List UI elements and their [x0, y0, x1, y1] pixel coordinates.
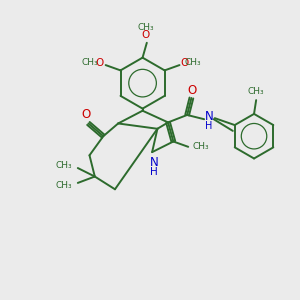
Text: H: H [205, 121, 212, 130]
Text: CH₃: CH₃ [193, 142, 209, 151]
Text: CH₃: CH₃ [185, 58, 202, 68]
Text: CH₃: CH₃ [56, 161, 72, 170]
Text: H: H [150, 167, 158, 177]
Text: CH₃: CH₃ [56, 181, 72, 190]
Text: CH₃: CH₃ [137, 23, 154, 32]
Text: N: N [150, 156, 159, 169]
Text: CH₃: CH₃ [248, 87, 265, 96]
Text: CH₃: CH₃ [81, 58, 98, 68]
Text: O: O [82, 109, 91, 122]
Text: O: O [181, 58, 189, 68]
Text: O: O [142, 30, 150, 40]
Text: O: O [188, 84, 197, 97]
Text: O: O [95, 58, 103, 68]
Text: N: N [205, 110, 214, 122]
